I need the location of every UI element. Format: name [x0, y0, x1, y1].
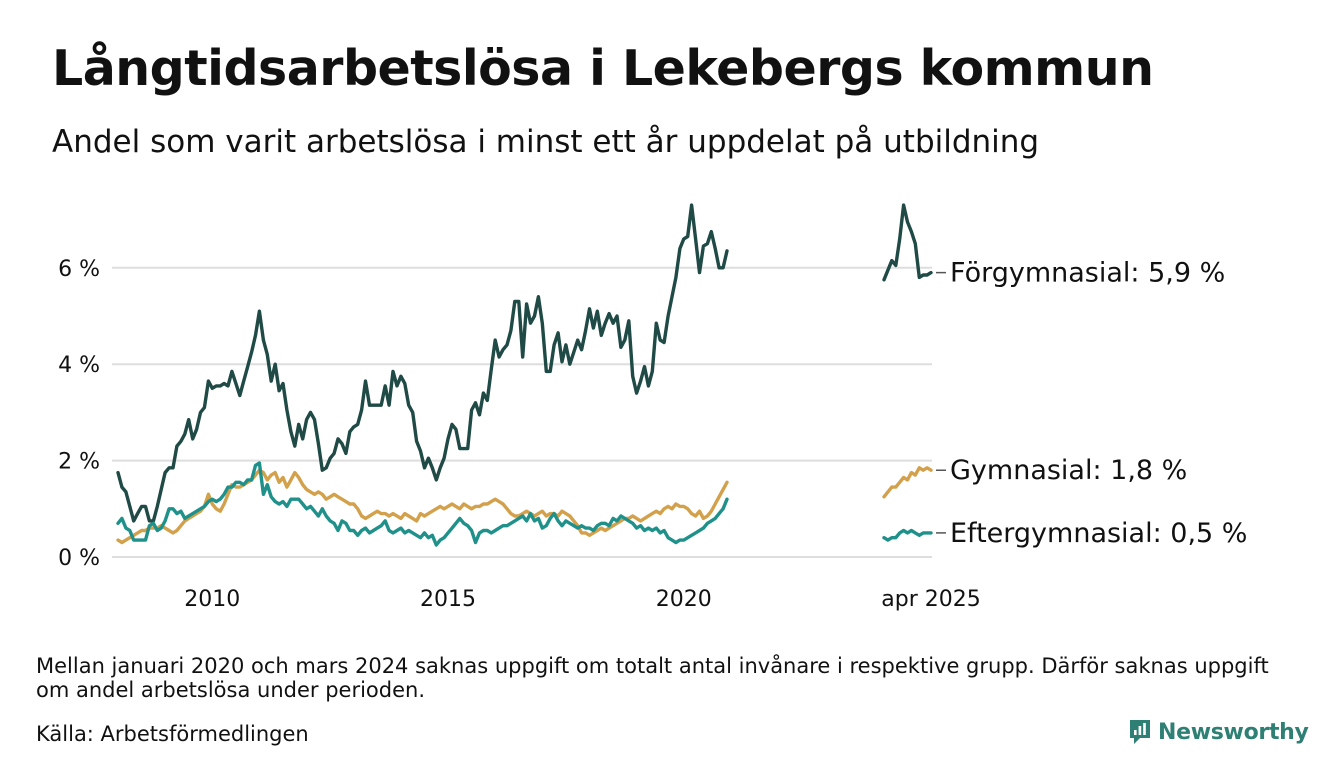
y-tick-label: 6 %	[58, 257, 100, 282]
series-line-eftergymnasial	[882, 528, 933, 542]
series-end-label: Gymnasial: 1,8 %	[950, 455, 1187, 486]
y-tick-label: 4 %	[58, 353, 100, 378]
series-end-label: Förgymnasial: 5,9 %	[950, 258, 1225, 289]
series-line-förgymnasial	[116, 203, 729, 523]
y-tick-label: 0 %	[58, 546, 100, 571]
series-line-gymnasial	[882, 466, 933, 499]
line-chart: 0 % 2 % 4 % 6 % 2010 2015 2020 apr 2025 Förgymna…	[58, 203, 1247, 612]
chart-subtitle: Andel som varit arbetslösa i minst ett å…	[52, 124, 1040, 160]
series-line-gymnasial	[116, 468, 729, 545]
series-line-eftergymnasial	[116, 461, 729, 547]
source-label: Källa: Arbetsförmedlingen	[36, 722, 309, 746]
chart-title: Långtidsarbetslösa i Lekebergs kommun	[52, 40, 1154, 97]
x-tick-label: 2010	[184, 587, 240, 612]
newsworthy-icon	[1130, 720, 1150, 744]
x-tick-label: 2020	[656, 587, 712, 612]
x-tick-label-recent: apr 2025	[881, 587, 980, 612]
brand-name: Newsworthy	[1158, 719, 1309, 745]
newsworthy-logo: Newsworthy	[1128, 718, 1309, 746]
footnote: Mellan januari 2020 och mars 2024 saknas…	[36, 654, 1269, 702]
x-tick-label: 2015	[420, 587, 476, 612]
y-tick-label: 2 %	[58, 450, 100, 475]
series-line-förgymnasial	[882, 203, 933, 282]
series-end-label: Eftergymnasial: 0,5 %	[950, 518, 1247, 549]
